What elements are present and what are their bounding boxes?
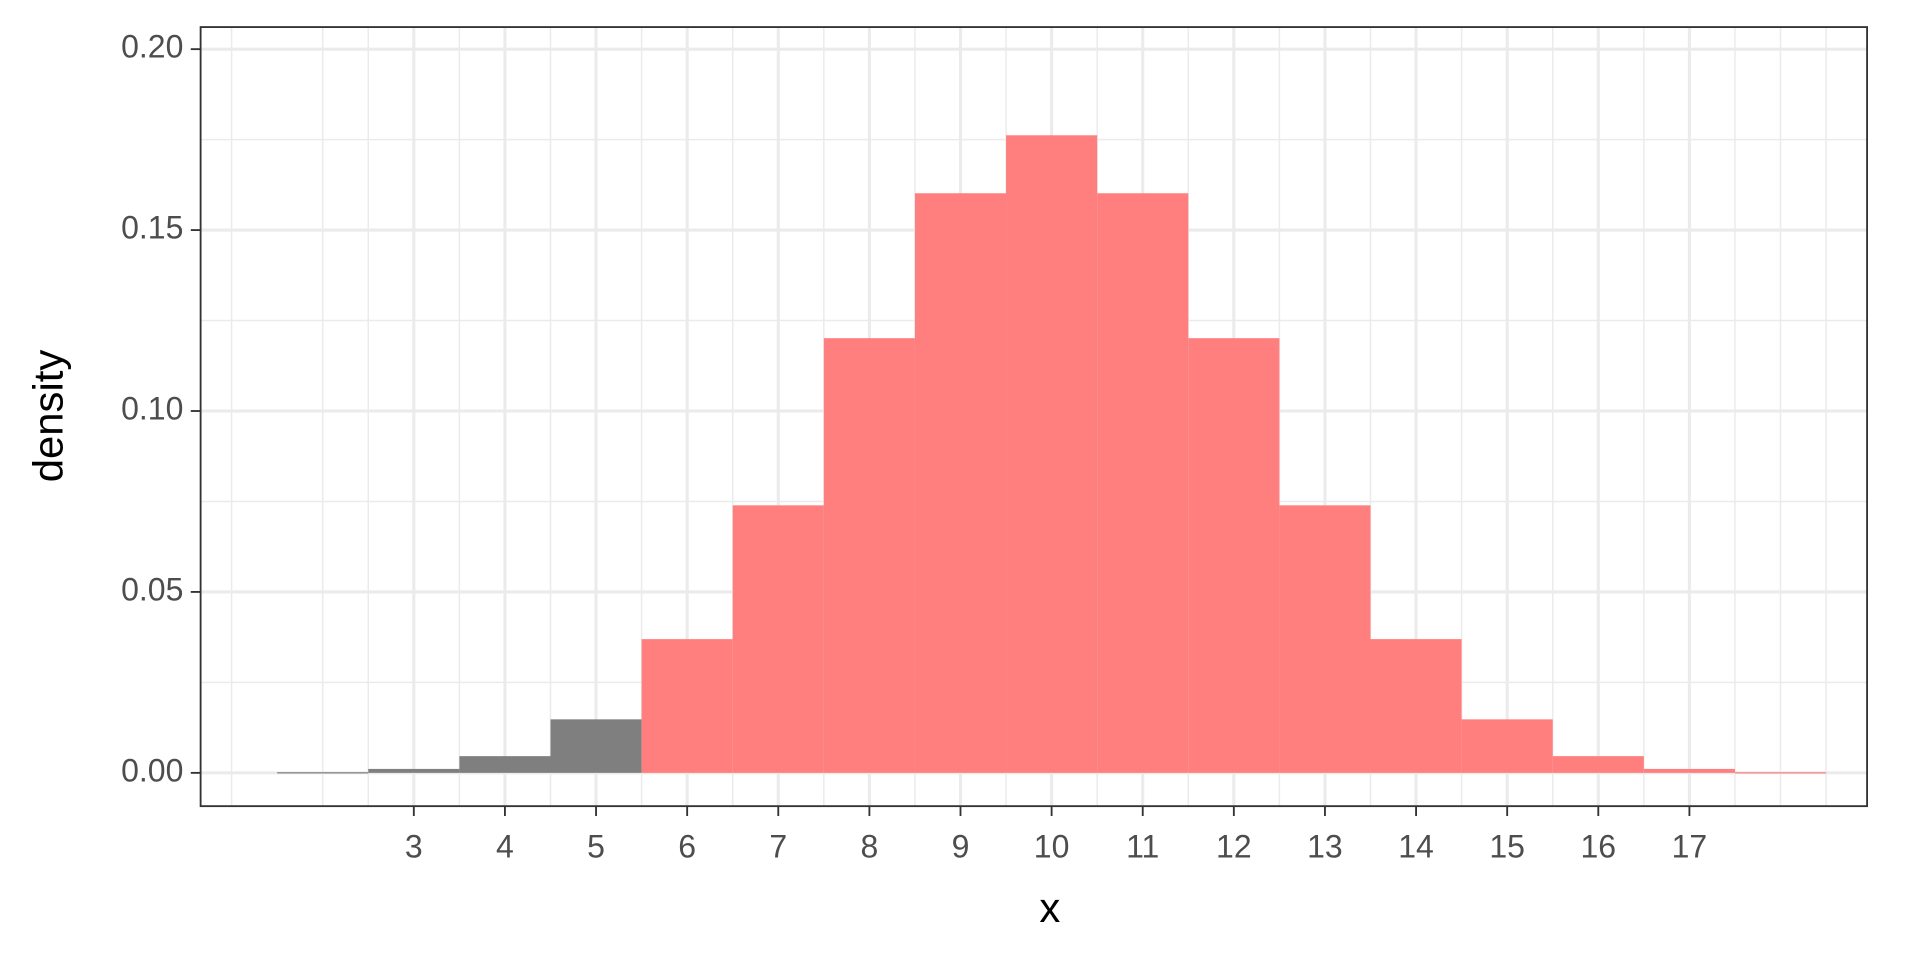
bar [368, 768, 460, 773]
y-tick-label: 0.20 [121, 29, 183, 65]
y-tick-label: 0.15 [121, 210, 183, 246]
bar [459, 756, 551, 773]
x-tick-label: 6 [678, 829, 696, 865]
y-axis-title: density [25, 350, 72, 483]
bar [277, 772, 369, 774]
x-tick-label: 5 [587, 829, 605, 865]
bar [1006, 135, 1098, 773]
x-tick-label: 16 [1580, 829, 1616, 865]
bar [1279, 505, 1371, 773]
x-tick-label: 7 [769, 829, 787, 865]
x-tick-label: 8 [860, 829, 878, 865]
x-tick-label: 12 [1216, 829, 1252, 865]
x-tick-label: 4 [496, 829, 514, 865]
x-axis-title: x [1039, 884, 1060, 931]
bar [1370, 639, 1462, 773]
bar [1734, 772, 1827, 774]
bar [823, 338, 915, 773]
x-tick-label: 17 [1672, 829, 1708, 865]
bar [732, 505, 824, 773]
bar [1461, 719, 1553, 773]
bar [914, 193, 1007, 773]
x-tick-label: 3 [405, 829, 423, 865]
x-tick-label: 15 [1489, 829, 1525, 865]
bar [1188, 338, 1280, 773]
bar [1643, 768, 1735, 773]
y-tick-label: 0.00 [121, 752, 183, 788]
x-tick-label: 9 [952, 829, 970, 865]
x-tick-label: 13 [1307, 829, 1343, 865]
bar [1552, 756, 1644, 773]
x-tick-label: 10 [1034, 829, 1070, 865]
x-tick-label: 14 [1398, 829, 1434, 865]
panel-border [199, 26, 1868, 808]
y-tick-label: 0.10 [121, 390, 183, 426]
x-tick-label: 11 [1126, 829, 1159, 865]
y-tick-label: 0.05 [121, 571, 183, 607]
bar [641, 639, 733, 773]
bar [1097, 193, 1189, 773]
bar [550, 719, 642, 773]
